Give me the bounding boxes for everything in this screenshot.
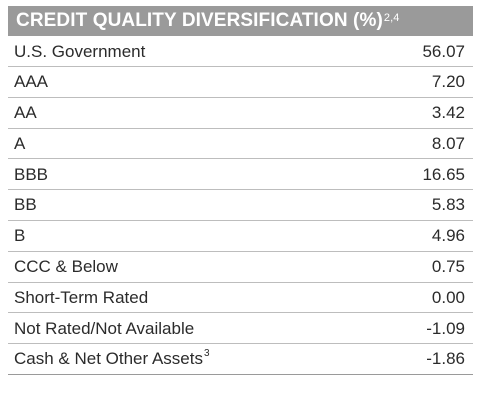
row-label: B xyxy=(14,226,25,246)
table-row: B 4.96 xyxy=(8,222,473,252)
row-label-text: A xyxy=(14,133,26,153)
row-label: U.S. Government xyxy=(14,42,145,62)
table-title: CREDIT QUALITY DIVERSIFICATION (%) xyxy=(16,10,383,31)
row-label: BB xyxy=(14,195,37,215)
table-header: CREDIT QUALITY DIVERSIFICATION (%) 2,4 xyxy=(8,6,473,36)
row-label-text: B xyxy=(14,226,26,246)
row-label-text: CCC & Below xyxy=(14,257,118,277)
table-row: AAA 7.20 xyxy=(8,68,473,98)
row-value: 8.07 xyxy=(431,133,465,153)
table-row: BB 5.83 xyxy=(8,191,473,221)
row-value: 0.00 xyxy=(431,287,465,307)
row-label: CCC & Below xyxy=(14,257,118,277)
row-label-text: BB xyxy=(14,195,37,215)
row-label: BBB xyxy=(14,165,48,185)
row-value: 16.65 xyxy=(422,164,465,184)
row-label-text: Short-Term Rated xyxy=(14,287,149,307)
row-label: A xyxy=(14,134,25,154)
table-row: Short-Term Rated 0.00 xyxy=(8,283,473,314)
table-row: CCC & Below 0.75 xyxy=(8,253,473,283)
row-value: -1.86 xyxy=(426,349,465,369)
row-value: 7.20 xyxy=(431,72,465,92)
row-label-text: U.S. Government xyxy=(14,41,146,61)
row-label: AA xyxy=(14,103,37,123)
row-value: -1.09 xyxy=(426,318,465,338)
row-label-text: AAA xyxy=(14,72,49,92)
table-rows: U.S. Government 56.07 AAA 7.20 AA 3.42 A… xyxy=(8,37,473,375)
row-label: Cash & Net Other Assets3 xyxy=(14,347,210,369)
table-row: BBB 16.65 xyxy=(8,160,473,191)
row-label: Short-Term Rated xyxy=(14,288,148,308)
table-row: Cash & Net Other Assets3 -1.86 xyxy=(8,345,473,375)
row-value: 0.75 xyxy=(431,257,465,277)
row-label: AAA xyxy=(14,72,48,92)
row-value: 56.07 xyxy=(422,41,465,61)
row-label: Not Rated/Not Available xyxy=(14,319,194,339)
row-value: 3.42 xyxy=(431,103,465,123)
row-label-text: Cash & Net Other Assets xyxy=(14,349,203,369)
row-footnote: 3 xyxy=(203,347,210,359)
row-label-text: Not Rated/Not Available xyxy=(14,318,195,338)
row-value: 5.83 xyxy=(431,195,465,215)
row-label-text: AA xyxy=(14,103,37,123)
row-value: 4.96 xyxy=(431,226,465,246)
credit-quality-table: CREDIT QUALITY DIVERSIFICATION (%) 2,4 U.… xyxy=(8,6,473,375)
table-row: Not Rated/Not Available -1.09 xyxy=(8,314,473,345)
row-label-text: BBB xyxy=(14,164,49,184)
title-footnote: 2,4 xyxy=(383,12,400,24)
table-row: U.S. Government 56.07 xyxy=(8,37,473,67)
table-row: AA 3.42 xyxy=(8,99,473,129)
table-row: A 8.07 xyxy=(8,129,473,160)
